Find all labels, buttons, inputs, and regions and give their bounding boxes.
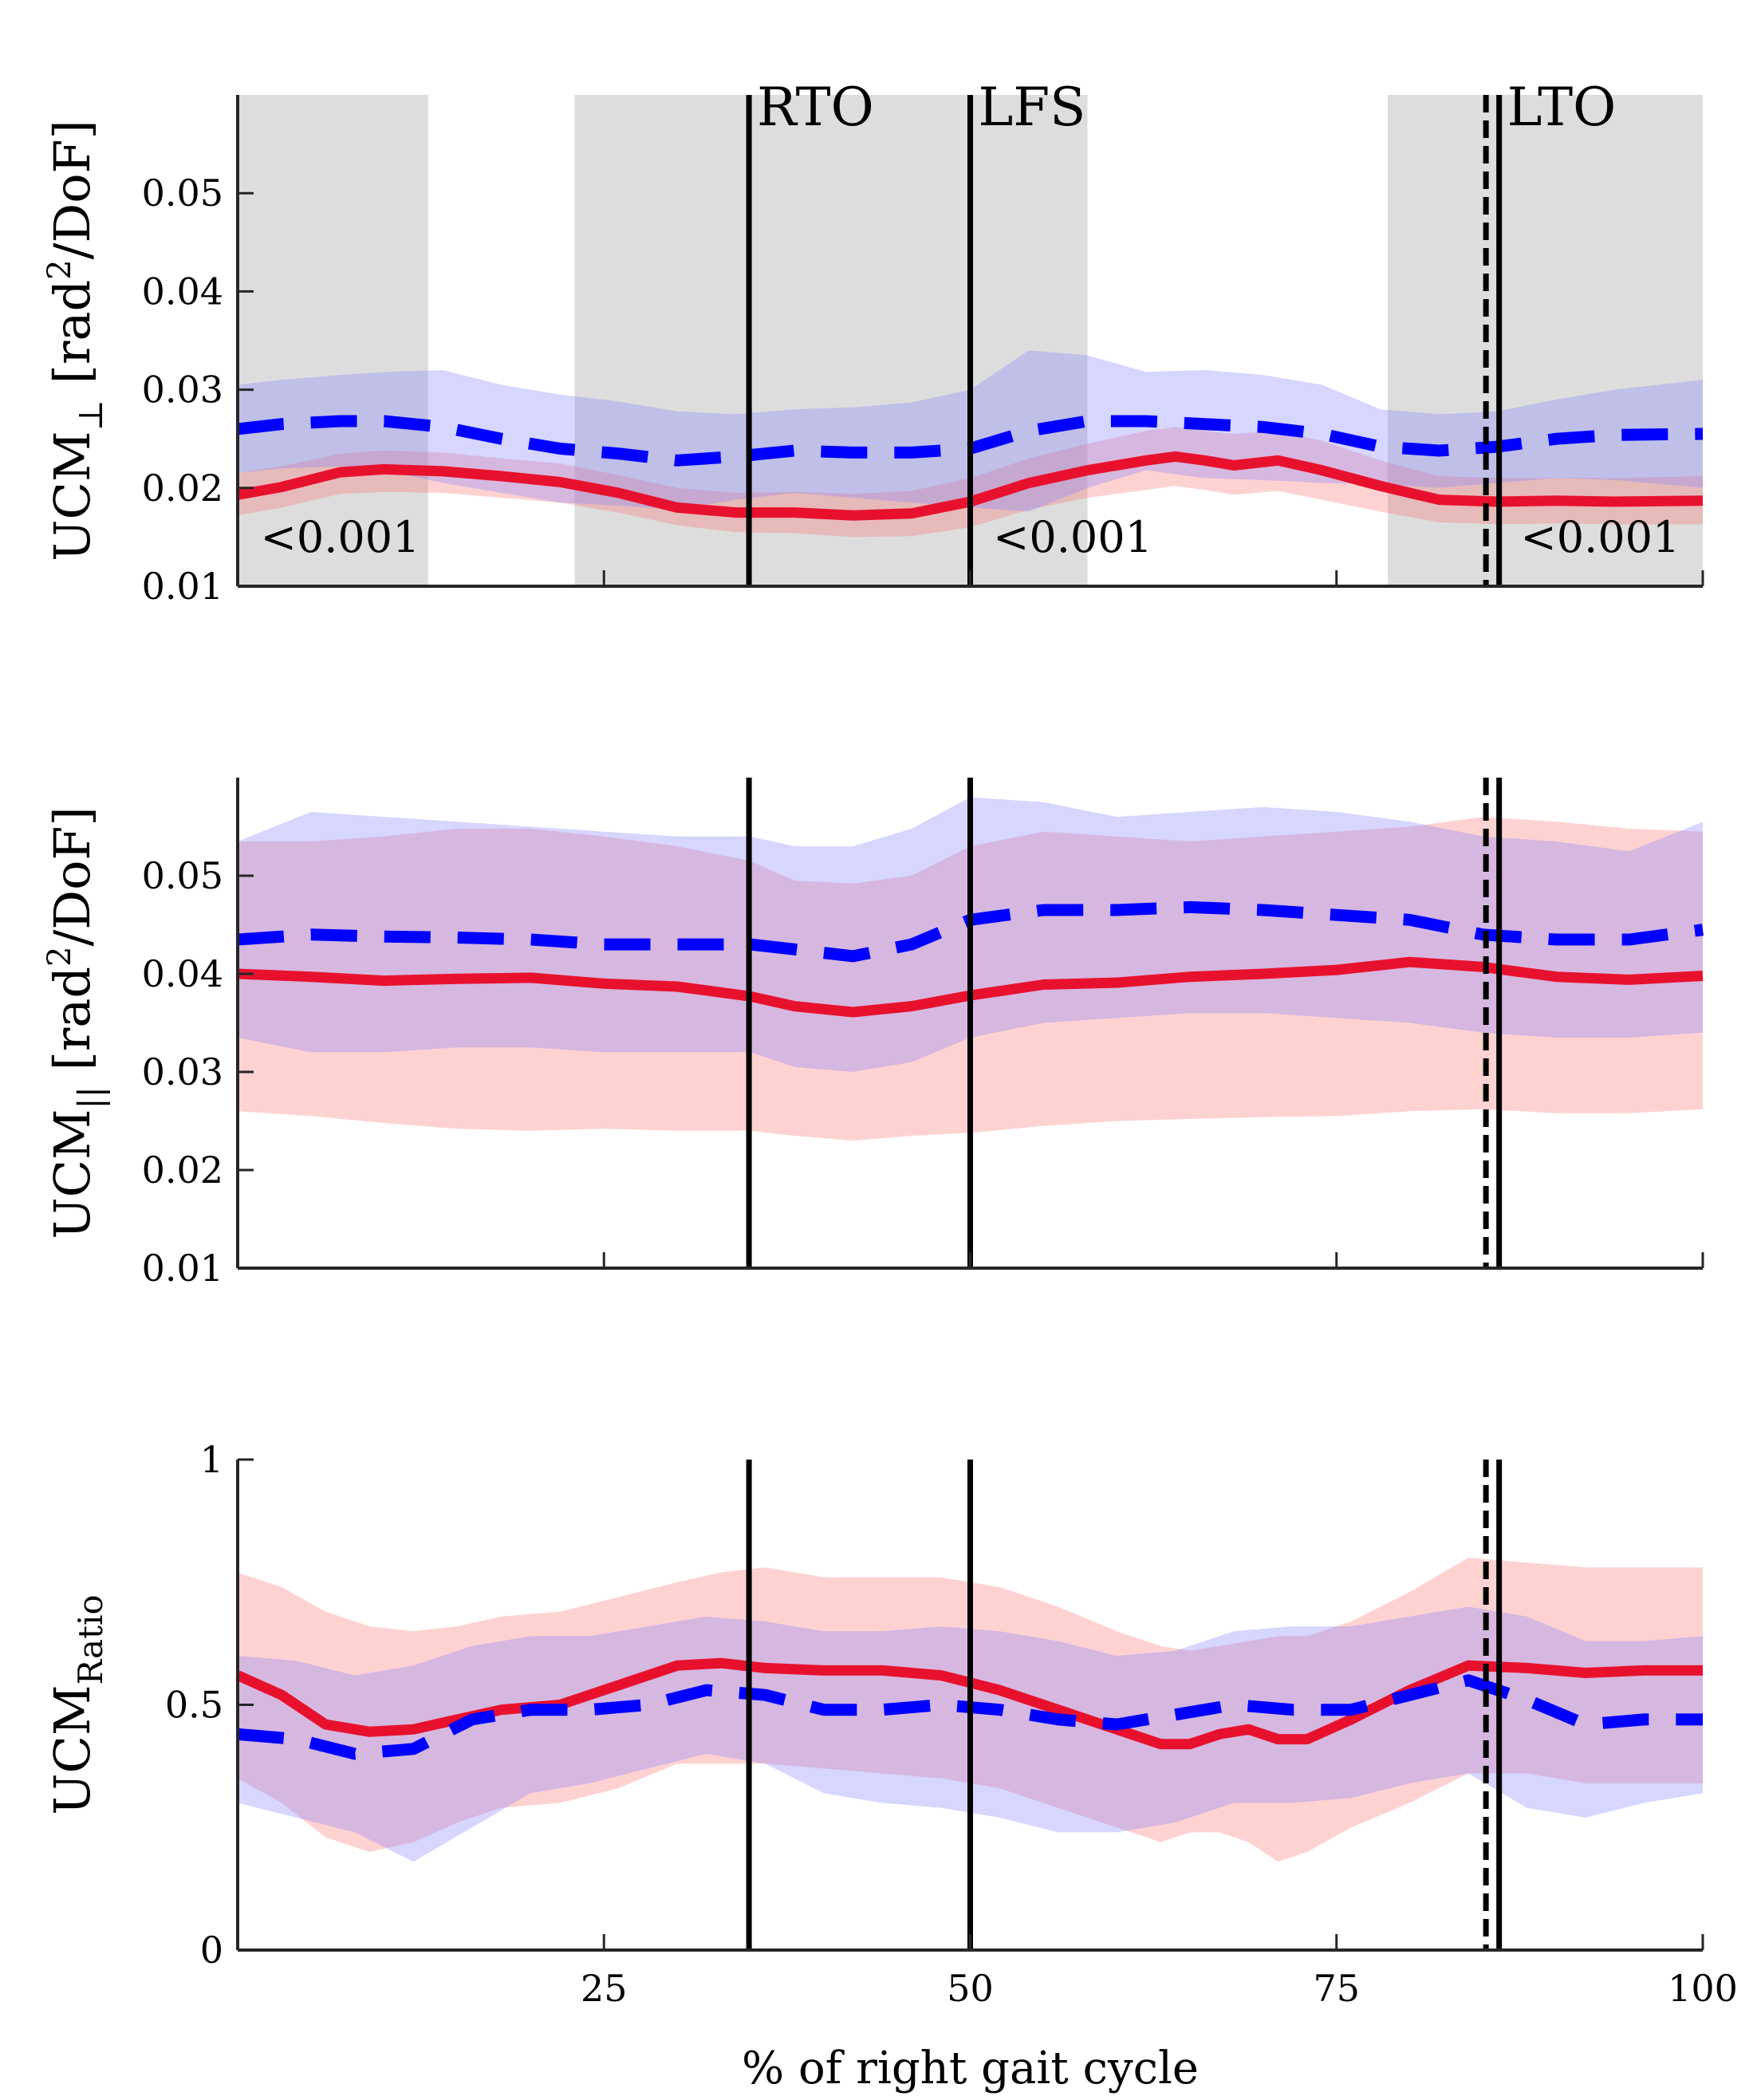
y-tick-label: 0.05 (142, 171, 223, 215)
panel-parallel: 0.01 0.02 0.03 0.04 0.05 UCM|| [rad2/DoF] (41, 778, 1704, 1290)
pvalue-label-2: <0.001 (1520, 512, 1680, 562)
y-label-superscript: 2 (41, 947, 78, 967)
y-label-superscript: 2 (41, 259, 78, 279)
y-tick-label: 1 (200, 1438, 223, 1481)
y-tick-label: 0.05 (142, 854, 223, 897)
x-tick-label: 25 (581, 1967, 628, 2010)
event-label-lfs: LFS (979, 77, 1086, 138)
y-label-unit-end: /DoF] (43, 120, 101, 259)
panel-ratio: 0 0.5 1 25 50 75 100 UCMRatio % of right gait cy… (43, 1438, 1738, 2094)
y-label-subscript: ⊥ (71, 400, 110, 431)
event-label-rto: RTO (757, 77, 874, 138)
pvalue-label-0: <0.001 (261, 512, 420, 562)
y-label-unit: [rad (43, 967, 101, 1086)
y-axis-label: UCM|| [rad2/DoF] (41, 806, 110, 1239)
y-tick-label: 0.03 (142, 1050, 223, 1093)
y-axis-label: UCM⊥ [rad2/DoF] (41, 120, 110, 561)
x-tick-label: 50 (947, 1967, 994, 2010)
blue-group-mean-line (237, 415, 1704, 467)
y-tick-label: 0 (200, 1929, 223, 1972)
y-tick-label: 0.5 (165, 1684, 223, 1727)
x-tick-label: 100 (1668, 1967, 1738, 2010)
blue-group-mean-line (237, 900, 1704, 963)
x-axis-label: % of right gait cycle (742, 2043, 1199, 2094)
y-tick-label: 0.01 (142, 1247, 223, 1290)
y-label-main: UCM (43, 431, 101, 561)
y-tick-label: 0.02 (142, 467, 223, 510)
y-tick-label: 0.02 (142, 1148, 223, 1192)
y-axis-label: UCMRatio (43, 1594, 110, 1814)
y-label-main: UCM (43, 1109, 101, 1239)
pvalue-label-1: <0.001 (993, 512, 1152, 562)
y-label-unit-end: /DoF] (43, 806, 101, 946)
panel-perp: <0.001 <0.001 <0.001 0.01 0.02 0.03 0.04 0.05 UC… (41, 77, 1704, 608)
y-label-subscript: || (71, 1086, 110, 1109)
y-label-subscript: Ratio (71, 1594, 110, 1684)
y-tick-label: 0.04 (142, 270, 223, 313)
red-group-mean-line (237, 956, 1704, 1018)
significance-region-0 (238, 95, 428, 586)
y-tick-label: 0.04 (142, 952, 223, 995)
y-tick-label: 0.01 (142, 565, 223, 608)
y-label-unit: [rad (43, 280, 101, 400)
y-label-main: UCM (43, 1685, 101, 1815)
y-tick-label: 0.03 (142, 368, 223, 412)
red-group-mean-line (236, 451, 1704, 521)
x-tick-label: 75 (1313, 1967, 1360, 2010)
event-label-lto: LTO (1507, 77, 1617, 138)
